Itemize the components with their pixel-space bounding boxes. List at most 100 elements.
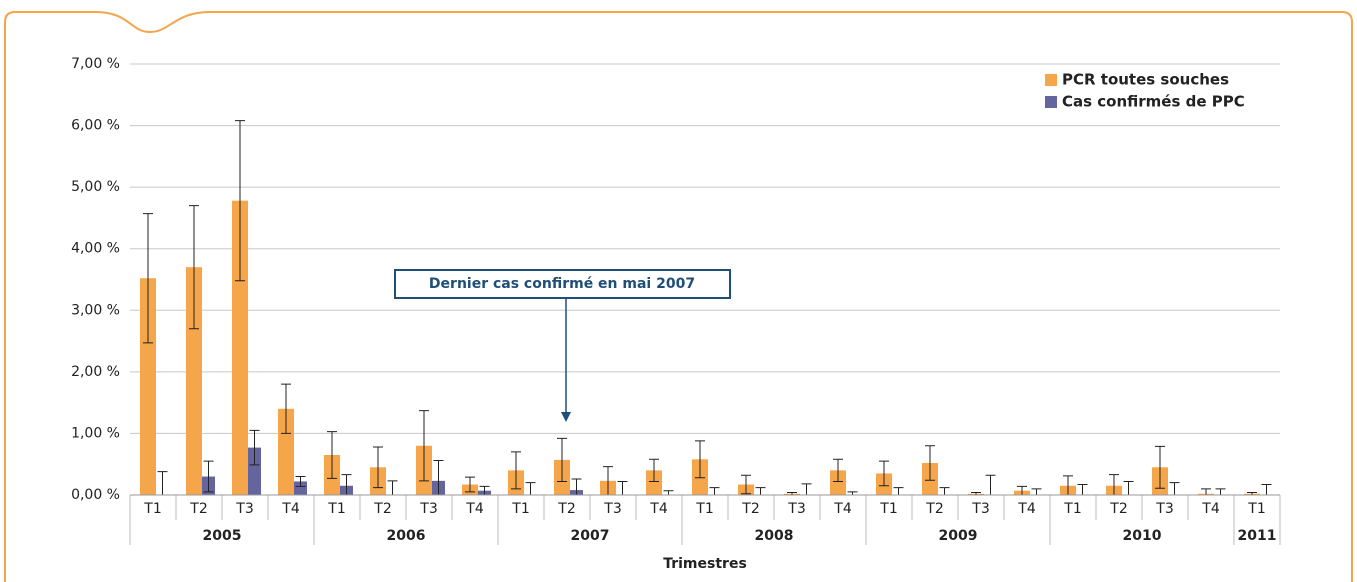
error-bar xyxy=(741,474,751,495)
error-bar xyxy=(879,460,889,487)
error-bar xyxy=(373,446,383,489)
error-bar xyxy=(465,476,475,493)
annotation: Dernier cas confirmé en mai 2007 xyxy=(429,276,695,292)
error-bar xyxy=(801,483,812,495)
x-tick-label: T3 xyxy=(419,501,437,517)
x-tick-label: T3 xyxy=(971,501,989,517)
x-tick-label: T3 xyxy=(235,501,253,517)
year-label: 2011 xyxy=(1238,528,1277,544)
x-tick-label: T4 xyxy=(281,501,300,517)
error-bar xyxy=(1123,480,1134,495)
bar xyxy=(140,278,156,495)
y-tick-label: 1,00 % xyxy=(71,425,120,441)
error-bar xyxy=(433,460,444,495)
y-tick-label: 5,00 % xyxy=(71,179,120,195)
bar xyxy=(830,470,846,495)
error-bar xyxy=(189,205,199,330)
error-bar xyxy=(387,480,398,495)
x-tick-label: T1 xyxy=(143,501,161,517)
error-bar xyxy=(1017,485,1027,495)
error-bar xyxy=(663,490,674,495)
y-tick-label: 6,00 % xyxy=(71,118,120,134)
annotation-box xyxy=(394,269,731,299)
error-bar xyxy=(157,471,168,495)
y-tick-label: 4,00 % xyxy=(71,241,120,257)
x-tick-label: T2 xyxy=(557,501,575,517)
legend-label: PCR toutes souches xyxy=(1062,71,1229,89)
y-tick-label: 2,00 % xyxy=(71,364,120,380)
error-bar xyxy=(281,383,291,434)
error-bar xyxy=(1169,482,1180,495)
error-bar xyxy=(249,429,260,466)
error-bar xyxy=(755,487,766,495)
frame xyxy=(4,11,1353,582)
error-bar xyxy=(1261,484,1272,495)
error-bar xyxy=(235,120,245,282)
year-label: 2009 xyxy=(939,528,978,544)
error-bar xyxy=(695,440,705,479)
error-bar xyxy=(603,466,613,495)
legend-swatch xyxy=(1045,74,1057,86)
error-bar xyxy=(327,431,337,479)
x-tick-label: T3 xyxy=(787,501,805,517)
error-bar xyxy=(143,213,153,344)
x-tick-label: T4 xyxy=(1017,501,1036,517)
x-tick-label: T2 xyxy=(373,501,391,517)
year-label: 2006 xyxy=(387,528,426,544)
bar xyxy=(232,200,248,495)
error-bar xyxy=(525,482,536,495)
year-label: 2007 xyxy=(571,528,610,544)
x-axis-label: Trimestres xyxy=(663,556,747,572)
bar xyxy=(278,408,294,495)
error-bar xyxy=(479,485,490,495)
error-bar xyxy=(925,445,935,481)
error-bar xyxy=(833,458,843,482)
x-tick-label: T4 xyxy=(465,501,484,517)
x-tick-label: T3 xyxy=(603,501,621,517)
error-bar xyxy=(419,410,429,482)
x-tick-label: T4 xyxy=(833,501,852,517)
x-tick-label: T1 xyxy=(1247,501,1265,517)
error-bar xyxy=(295,476,306,487)
error-bar xyxy=(1063,475,1073,495)
y-tick-label: 0,00 % xyxy=(71,487,120,503)
error-bar xyxy=(203,460,214,493)
error-bar xyxy=(847,491,858,495)
bar xyxy=(294,481,307,495)
x-tick-label: T2 xyxy=(741,501,759,517)
error-bar xyxy=(1215,488,1226,495)
error-bar xyxy=(511,451,521,490)
bar xyxy=(186,267,202,495)
legend-label: Cas confirmés de PPC xyxy=(1062,93,1245,111)
x-tick-label: T2 xyxy=(925,501,943,517)
y-tick-label: 7,00 % xyxy=(71,56,120,72)
year-label: 2008 xyxy=(755,528,794,544)
x-tick-label: T1 xyxy=(511,501,529,517)
x-tick-label: T1 xyxy=(695,501,713,517)
arrow-head xyxy=(561,412,571,422)
x-tick-label: T2 xyxy=(1109,501,1127,517)
x-tick-label: T4 xyxy=(649,501,668,517)
error-bar xyxy=(709,487,720,495)
error-bar xyxy=(939,487,950,495)
x-tick-label: T3 xyxy=(1155,501,1173,517)
error-bar xyxy=(649,458,659,482)
year-label: 2010 xyxy=(1123,528,1162,544)
y-tick-label: 3,00 % xyxy=(71,302,120,318)
x-tick-label: T2 xyxy=(189,501,207,517)
x-tick-label: T4 xyxy=(1201,501,1220,517)
x-tick-label: T1 xyxy=(879,501,897,517)
error-bar xyxy=(1109,474,1119,495)
error-bar xyxy=(1077,484,1088,495)
error-bar xyxy=(985,474,996,495)
error-bar xyxy=(1155,445,1165,489)
x-tick-label: T1 xyxy=(327,501,345,517)
error-bar xyxy=(1031,488,1042,495)
year-label: 2005 xyxy=(203,528,242,544)
error-bar xyxy=(1201,488,1211,495)
x-tick-label: T1 xyxy=(1063,501,1081,517)
bar xyxy=(646,470,662,495)
error-bar xyxy=(617,480,628,495)
